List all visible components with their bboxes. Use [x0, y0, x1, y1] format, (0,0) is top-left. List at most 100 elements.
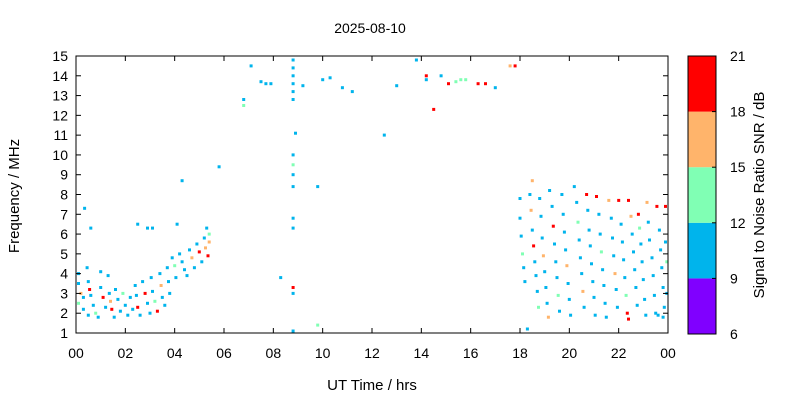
data-point	[291, 66, 295, 70]
data-point	[603, 301, 607, 305]
data-point	[513, 64, 517, 68]
data-point	[205, 226, 209, 230]
data-point	[634, 286, 638, 289]
data-point	[163, 303, 167, 307]
data-point	[562, 230, 566, 234]
data-point	[546, 315, 550, 319]
data-point	[598, 232, 602, 236]
data-point	[291, 286, 295, 289]
data-point	[110, 307, 114, 311]
x-tick-label: 22	[611, 345, 627, 361]
data-point	[151, 226, 154, 230]
data-point	[101, 295, 105, 299]
y-tick-label: 6	[60, 226, 68, 242]
data-point	[544, 286, 548, 289]
data-point	[627, 317, 630, 321]
x-tick-label: 02	[118, 345, 134, 361]
data-point	[586, 208, 590, 212]
colorbar-tick-label: 18	[730, 104, 746, 120]
colorbar-frame	[687, 55, 717, 335]
data-point	[424, 74, 428, 78]
colorbar-band	[688, 167, 716, 223]
colorbar-tick-label: 6	[730, 326, 738, 342]
data-point	[556, 293, 560, 297]
data-point	[146, 226, 149, 230]
x-tick-label: 08	[266, 345, 282, 361]
data-point	[585, 193, 589, 196]
data-point	[158, 272, 162, 276]
data-point	[89, 226, 93, 230]
data-point	[661, 286, 665, 289]
data-point	[136, 222, 140, 226]
data-point	[522, 266, 526, 270]
data-point	[217, 165, 221, 169]
data-point	[146, 301, 149, 305]
data-point	[301, 84, 305, 88]
data-point	[207, 240, 211, 244]
data-point	[652, 293, 656, 297]
data-point	[89, 293, 93, 297]
data-point	[553, 242, 556, 246]
data-point	[624, 293, 628, 297]
data-point	[195, 242, 199, 246]
data-point	[569, 313, 573, 317]
data-point	[83, 206, 87, 210]
x-tick-label: 12	[364, 345, 380, 361]
data-point	[131, 307, 135, 311]
data-point	[565, 264, 569, 268]
data-point	[558, 309, 561, 313]
data-point	[543, 270, 547, 274]
y-tick-label: 1	[60, 325, 68, 341]
data-point	[607, 198, 611, 202]
data-point	[291, 173, 295, 177]
data-point	[518, 197, 522, 200]
y-axis-label: Frequency / MHz	[6, 139, 23, 253]
data-point	[340, 86, 344, 90]
data-point	[537, 305, 540, 309]
data-point	[609, 216, 613, 220]
data-point	[581, 289, 585, 293]
data-point	[316, 323, 320, 327]
data-point	[432, 107, 436, 111]
data-point	[588, 244, 592, 248]
data-point	[197, 250, 201, 254]
data-point	[633, 268, 637, 272]
y-tick-label: 3	[60, 285, 68, 301]
x-tick-label: 14	[414, 345, 430, 361]
colorbar-band	[688, 222, 716, 279]
data-point	[540, 236, 544, 240]
data-point	[643, 297, 647, 301]
data-point	[94, 311, 98, 315]
data-point	[523, 280, 527, 284]
data-point	[613, 272, 617, 276]
data-point	[464, 78, 468, 82]
x-axis-label: UT Time / hrs	[327, 377, 417, 394]
data-point	[611, 236, 614, 240]
data-point	[534, 274, 538, 278]
data-point	[85, 266, 89, 270]
data-point	[530, 228, 534, 232]
data-point	[175, 222, 179, 226]
colorbar-band	[688, 111, 716, 168]
data-points	[77, 58, 669, 333]
data-point	[167, 280, 170, 284]
data-point	[414, 58, 418, 62]
data-point	[548, 189, 552, 192]
data-point	[566, 282, 570, 285]
data-point	[639, 242, 643, 246]
colorbar-tick-label: 9	[730, 270, 738, 286]
data-point	[567, 297, 571, 301]
data-point	[173, 264, 177, 268]
data-point	[454, 80, 458, 84]
data-point	[593, 313, 597, 317]
data-point	[638, 226, 642, 230]
data-point	[190, 256, 194, 260]
y-tick-label: 11	[53, 127, 68, 143]
colorbar-label: Signal to Noise Ratio SNR / dB	[751, 92, 768, 299]
data-point	[291, 90, 295, 94]
x-tick-label: 00	[68, 345, 84, 361]
colorbar-tick-label: 21	[730, 48, 746, 64]
data-point	[493, 86, 497, 90]
data-point	[294, 131, 297, 135]
